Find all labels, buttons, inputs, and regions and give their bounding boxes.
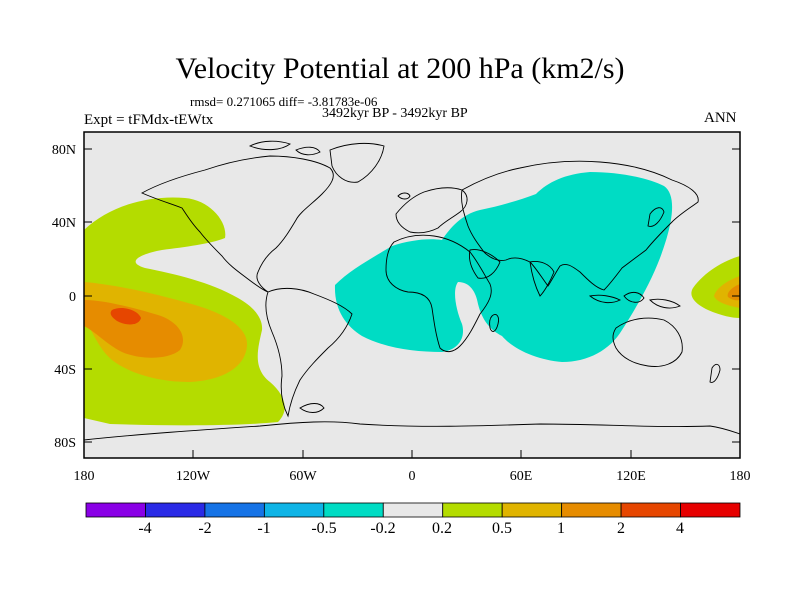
colorbar-box-10 bbox=[680, 502, 741, 518]
colorbar-box-1 bbox=[145, 502, 206, 518]
colorbar-box-4 bbox=[323, 502, 384, 518]
lon-label-60w: 60W bbox=[289, 469, 317, 484]
colorbar-box-3 bbox=[263, 502, 325, 518]
colorbar-box-5 bbox=[382, 502, 444, 518]
contour-positive-0.5-westpacific bbox=[714, 276, 740, 308]
lat-label-80n: 80N bbox=[52, 143, 76, 158]
contour-positive-1-pacific bbox=[84, 300, 184, 358]
colorbar-label-0.2: 0.2 bbox=[432, 520, 452, 537]
lon-label-0: 0 bbox=[409, 469, 416, 484]
experiment-label: Expt = tFMdx-tEWtx bbox=[84, 112, 214, 128]
colorbar-label-neg0.2: -0.2 bbox=[370, 520, 395, 537]
colorbar-label-1: 1 bbox=[557, 520, 565, 537]
colorbar-box-2 bbox=[204, 502, 265, 518]
lon-label-120e: 120E bbox=[616, 469, 646, 484]
colorbar-box-6 bbox=[442, 502, 503, 518]
contour-negative-0.2-eastern-hemisphere bbox=[334, 172, 673, 362]
rmsd-diff-stats: rmsd= 0.271065 diff= -3.81783e-06 bbox=[190, 94, 378, 109]
period-label: 3492kyr BP - 3492kyr BP bbox=[322, 106, 468, 121]
lat-label-40s: 40S bbox=[54, 363, 76, 378]
lon-label-180w: 180 bbox=[74, 469, 95, 484]
colorbar bbox=[85, 502, 741, 518]
colorbar-label-neg1: -1 bbox=[257, 520, 270, 537]
colorbar-box-8 bbox=[561, 502, 622, 518]
contour-positive-2-pacific bbox=[110, 307, 141, 325]
colorbar-label-0.5: 0.5 bbox=[492, 520, 512, 537]
colorbar-label-neg2: -2 bbox=[198, 520, 211, 537]
lat-label-0: 0 bbox=[69, 290, 76, 305]
lon-label-120w: 120W bbox=[176, 469, 211, 484]
colorbar-label-neg0.5: -0.5 bbox=[311, 520, 336, 537]
colorbar-box-0 bbox=[85, 502, 146, 518]
colorbar-box-7 bbox=[501, 502, 563, 518]
lon-label-180e: 180 bbox=[730, 469, 751, 484]
colorbar-box-9 bbox=[620, 502, 681, 518]
lat-label-80s: 80S bbox=[54, 436, 76, 451]
lat-label-40n: 40N bbox=[52, 216, 76, 231]
lon-label-60e: 60E bbox=[510, 469, 533, 484]
colorbar-label-neg4: -4 bbox=[138, 520, 151, 537]
colorbar-label-2: 2 bbox=[617, 520, 625, 537]
coastlines bbox=[84, 140, 740, 441]
season-label: ANN bbox=[704, 110, 737, 126]
plot-title: Velocity Potential at 200 hPa (km2/s) bbox=[175, 52, 625, 85]
colorbar-label-4: 4 bbox=[676, 520, 684, 537]
